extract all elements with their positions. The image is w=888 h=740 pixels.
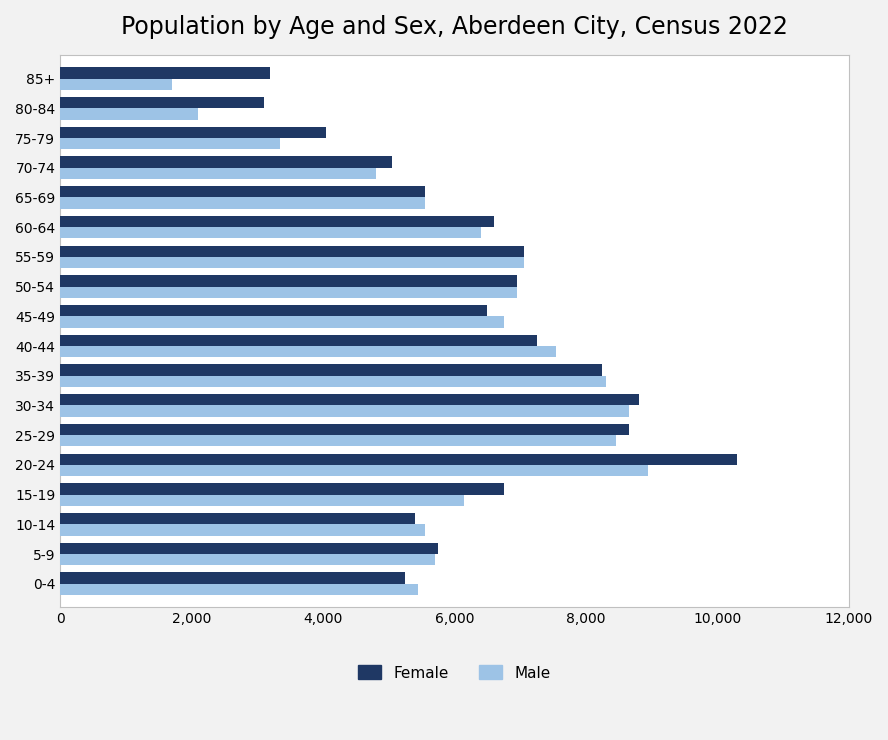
Bar: [60, 394, 638, 406]
Bar: [60, 465, 648, 476]
Bar: [60, 424, 629, 435]
Bar: [60, 346, 557, 357]
Legend: Female, Male: Female, Male: [353, 659, 557, 687]
Bar: [60, 168, 376, 179]
Bar: [60, 227, 480, 238]
Bar: [60, 257, 524, 268]
Bar: [60, 138, 281, 149]
Bar: [60, 454, 737, 465]
Bar: [60, 127, 326, 138]
Bar: [60, 198, 425, 209]
Bar: [60, 525, 425, 536]
Bar: [60, 406, 629, 417]
Bar: [60, 513, 415, 525]
Bar: [60, 186, 425, 198]
Bar: [60, 156, 392, 168]
Bar: [60, 275, 517, 286]
Bar: [60, 573, 405, 584]
Bar: [60, 246, 524, 257]
Bar: [60, 78, 172, 90]
Bar: [60, 316, 503, 328]
Bar: [60, 554, 435, 565]
Bar: [60, 97, 264, 108]
Bar: [60, 286, 517, 298]
Bar: [60, 435, 615, 446]
Bar: [60, 584, 418, 595]
Bar: [60, 67, 271, 78]
Bar: [60, 376, 606, 387]
Title: Population by Age and Sex, Aberdeen City, Census 2022: Population by Age and Sex, Aberdeen City…: [121, 15, 788, 39]
Bar: [60, 305, 488, 316]
Bar: [60, 108, 198, 120]
Bar: [60, 494, 464, 506]
Bar: [60, 216, 494, 227]
Bar: [60, 542, 438, 554]
Bar: [60, 483, 503, 494]
Bar: [60, 334, 536, 346]
Bar: [60, 364, 602, 376]
